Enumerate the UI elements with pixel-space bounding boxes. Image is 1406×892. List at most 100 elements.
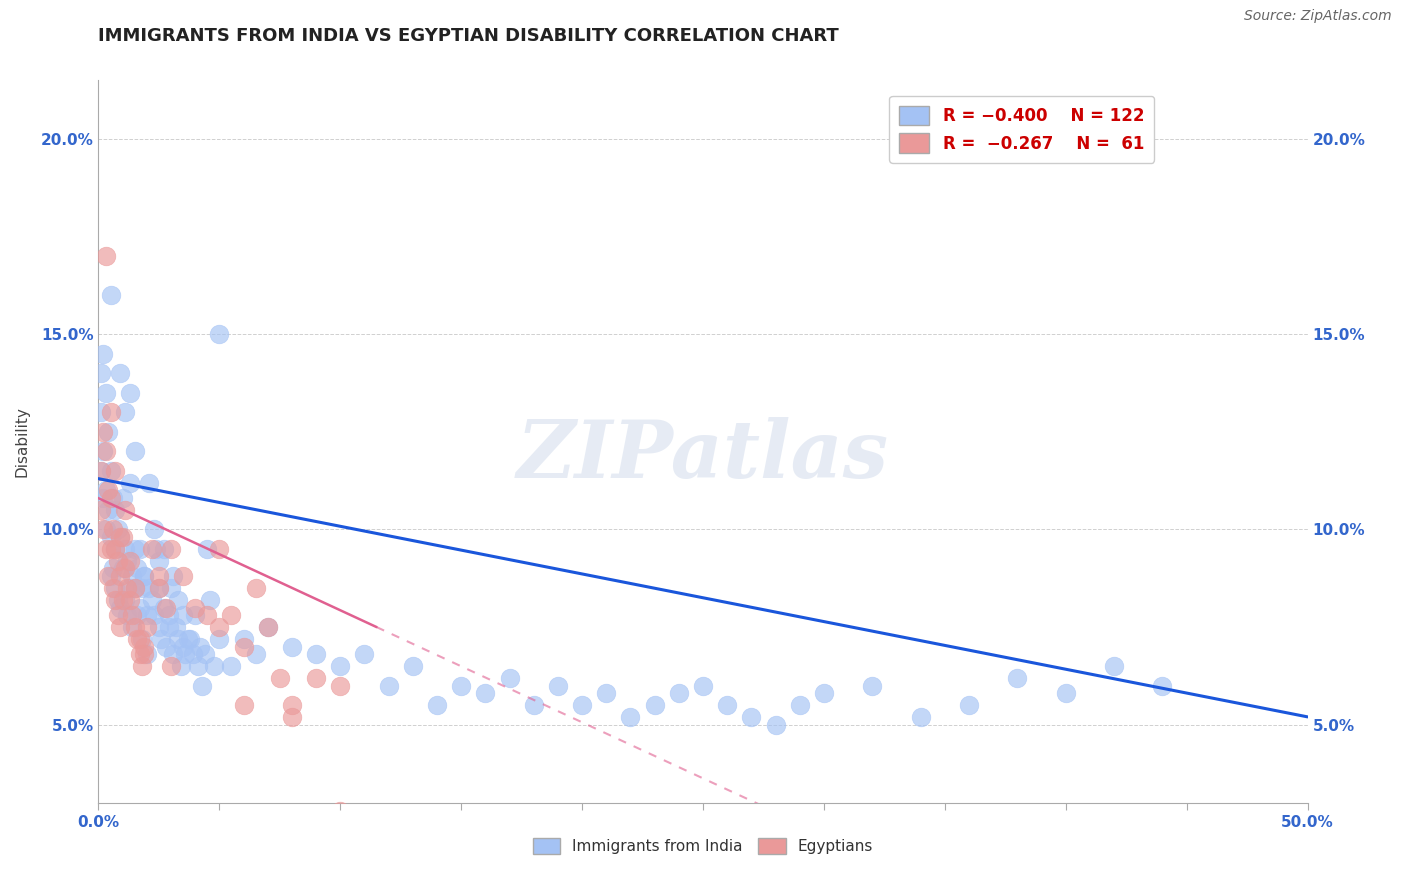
Point	[402, 659, 425, 673]
Point	[121, 569, 143, 583]
Point	[101, 523, 124, 537]
Point	[135, 620, 157, 634]
Point	[716, 698, 738, 713]
Point	[281, 710, 304, 724]
Point	[94, 523, 117, 537]
Point	[157, 608, 180, 623]
Point	[124, 541, 146, 556]
Point	[131, 632, 153, 646]
Point	[644, 698, 666, 713]
Point	[141, 541, 163, 556]
Point	[195, 541, 218, 556]
Point	[232, 632, 254, 646]
Point	[165, 620, 187, 634]
Point	[1152, 679, 1174, 693]
Point	[100, 530, 122, 544]
Point	[97, 483, 120, 498]
Point	[155, 640, 177, 654]
Point	[104, 581, 127, 595]
Point	[101, 581, 124, 595]
Point	[208, 327, 231, 342]
Point	[90, 503, 112, 517]
Point	[131, 659, 153, 673]
Point	[329, 659, 352, 673]
Point	[108, 569, 131, 583]
Point	[114, 503, 136, 517]
Point	[91, 523, 114, 537]
Point	[668, 686, 690, 700]
Point	[107, 523, 129, 537]
Point	[1054, 686, 1077, 700]
Point	[97, 425, 120, 439]
Point	[245, 648, 267, 662]
Point	[184, 600, 207, 615]
Point	[107, 554, 129, 568]
Point	[114, 561, 136, 575]
Point	[100, 569, 122, 583]
Point	[377, 679, 399, 693]
Point	[305, 648, 328, 662]
Point	[138, 581, 160, 595]
Point	[232, 640, 254, 654]
Point	[155, 600, 177, 615]
Point	[135, 608, 157, 623]
Point	[281, 640, 304, 654]
Point	[740, 710, 762, 724]
Point	[160, 541, 183, 556]
Point	[329, 679, 352, 693]
Point	[188, 640, 211, 654]
Point	[90, 464, 112, 478]
Point	[256, 620, 278, 634]
Point	[117, 608, 139, 623]
Point	[571, 698, 593, 713]
Point	[860, 679, 883, 693]
Point	[131, 581, 153, 595]
Point	[128, 648, 150, 662]
Point	[208, 541, 231, 556]
Point	[91, 491, 114, 505]
Point	[118, 475, 141, 490]
Point	[595, 686, 617, 700]
Point	[108, 530, 131, 544]
Point	[172, 640, 194, 654]
Point	[498, 671, 520, 685]
Point	[1007, 671, 1029, 685]
Point	[128, 632, 150, 646]
Y-axis label: Disability: Disability	[14, 406, 30, 477]
Point	[104, 592, 127, 607]
Point	[97, 503, 120, 517]
Point	[104, 464, 127, 478]
Point	[1102, 659, 1125, 673]
Point	[177, 632, 200, 646]
Point	[269, 671, 291, 685]
Point	[104, 503, 127, 517]
Point	[111, 592, 134, 607]
Point	[117, 554, 139, 568]
Point	[353, 648, 375, 662]
Point	[221, 608, 243, 623]
Point	[179, 632, 201, 646]
Point	[134, 569, 156, 583]
Point	[118, 385, 141, 400]
Point	[208, 620, 231, 634]
Point	[789, 698, 811, 713]
Point	[143, 523, 166, 537]
Point	[111, 561, 134, 575]
Point	[128, 600, 150, 615]
Point	[148, 581, 170, 595]
Point	[191, 679, 214, 693]
Point	[187, 659, 209, 673]
Text: IMMIGRANTS FROM INDIA VS EGYPTIAN DISABILITY CORRELATION CHART: IMMIGRANTS FROM INDIA VS EGYPTIAN DISABI…	[98, 27, 839, 45]
Point	[181, 648, 204, 662]
Point	[90, 405, 112, 419]
Point	[208, 632, 231, 646]
Point	[141, 592, 163, 607]
Point	[138, 475, 160, 490]
Point	[121, 620, 143, 634]
Point	[162, 569, 184, 583]
Point	[117, 581, 139, 595]
Point	[100, 288, 122, 302]
Point	[118, 554, 141, 568]
Point	[104, 541, 127, 556]
Point	[124, 581, 146, 595]
